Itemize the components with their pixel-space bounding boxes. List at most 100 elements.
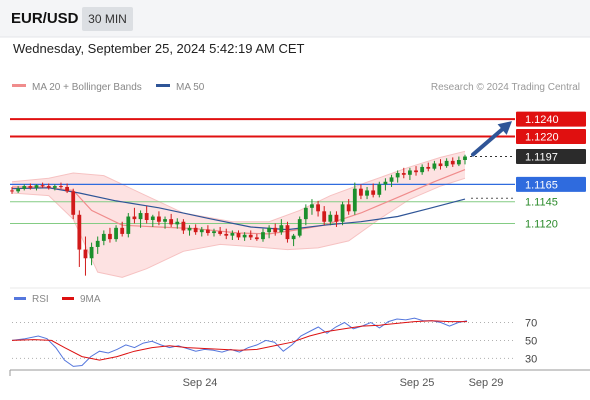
candle-body: [291, 235, 296, 240]
candle-body: [279, 225, 284, 233]
candle-body: [169, 219, 174, 225]
candle-body: [71, 191, 76, 215]
rsi-tick-label: 30: [525, 353, 537, 365]
candle-body: [150, 216, 155, 220]
candle-body: [248, 234, 253, 238]
candle-body: [163, 219, 167, 222]
candle-body: [395, 173, 400, 178]
level-price-box: [516, 129, 586, 145]
candle-body: [114, 227, 118, 240]
projection-arrow-shaft: [471, 124, 508, 157]
candle-body: [16, 188, 21, 192]
candle-body: [334, 214, 339, 222]
symbol-label: EUR/USD: [11, 10, 79, 27]
time-axis-label: Sep 25: [400, 377, 435, 389]
legend-swatch: [12, 84, 26, 87]
candle-body: [414, 170, 418, 173]
rsi-ma-line: [11, 320, 467, 361]
candle-body: [444, 160, 449, 167]
candle-body: [254, 237, 259, 240]
level-price-label: 1.1220: [525, 132, 559, 144]
candle-body: [438, 163, 443, 167]
candle-body: [126, 216, 131, 234]
candle-body: [218, 231, 223, 234]
candle-body: [10, 190, 14, 192]
legend-swatch: [156, 84, 170, 87]
candle-body: [261, 232, 265, 240]
candle-body: [34, 185, 39, 188]
legend-label: MA 20 + Bollinger Bands: [32, 82, 142, 93]
candle-body: [193, 227, 198, 233]
candle-body: [328, 214, 333, 222]
candle-body: [316, 204, 320, 212]
candle-body: [359, 188, 363, 196]
candle-body: [267, 227, 272, 233]
candle-body: [40, 185, 45, 187]
candle-body: [365, 190, 369, 196]
level-price-box: [516, 111, 586, 127]
timeframe-button[interactable]: 30 MIN: [82, 7, 133, 31]
top-bar: EUR/USD 30 MIN: [0, 0, 590, 37]
candle-body: [65, 186, 69, 192]
time-axis-label: Sep 29: [469, 377, 504, 389]
candle-body: [28, 186, 33, 188]
level-price-label: 1.1197: [525, 152, 558, 164]
candle-body: [101, 233, 106, 241]
projection-arrow-head: [497, 121, 512, 135]
candle-body: [340, 204, 345, 222]
candle-body: [408, 170, 412, 175]
bollinger-band: [12, 151, 465, 278]
candle-body: [420, 166, 425, 173]
candle-body: [236, 233, 241, 238]
level-price-box: [516, 149, 586, 165]
candle-body: [175, 221, 180, 225]
rsi-legend-label: RSI: [32, 294, 49, 305]
candle-body: [89, 246, 94, 259]
candle-body: [22, 186, 27, 189]
candle-body: [187, 227, 192, 231]
candle-body: [199, 229, 204, 233]
credit-label: Research © 2024 Trading Central: [431, 82, 580, 93]
candle-body: [205, 229, 210, 234]
bollinger-upper: [11, 150, 466, 223]
candle-body: [144, 213, 149, 220]
candle-body: [77, 214, 82, 250]
candle-body: [426, 166, 431, 169]
candle-body: [346, 204, 351, 212]
candle-body: [456, 160, 461, 165]
candle-body: [157, 216, 161, 222]
candle-body: [273, 227, 278, 233]
level-price-label: 1.1145: [525, 197, 558, 209]
candle-body: [285, 225, 290, 240]
candle-body: [120, 227, 125, 234]
candle-body: [83, 249, 88, 259]
candle-body: [450, 160, 455, 165]
candle-body: [432, 163, 437, 169]
rsi-tick-label: 50: [525, 335, 537, 347]
rsi-legend-swatch: [14, 297, 26, 300]
candle-body: [46, 186, 51, 188]
candle-body: [230, 233, 235, 236]
rsi-line: [11, 317, 468, 367]
candle-body: [297, 219, 302, 236]
legend-label: MA 50: [176, 82, 205, 93]
candle-body: [138, 213, 143, 220]
candle-body: [377, 184, 382, 195]
rsi-tick-label: 70: [525, 318, 537, 330]
candle-body: [224, 233, 229, 236]
candle-body: [181, 221, 186, 231]
datetime-label: Wednesday, September 25, 2024 5:42:19 AM…: [13, 41, 305, 56]
rsi-legend-label: 9MA: [80, 294, 101, 305]
candle-body: [322, 211, 327, 222]
candle-body: [242, 234, 247, 238]
level-price-label: 1.1165: [525, 179, 558, 191]
candle-body: [463, 156, 467, 160]
level-price-box: [516, 176, 586, 192]
candle-body: [95, 240, 100, 247]
candle-body: [401, 173, 406, 175]
candle-body: [310, 204, 314, 208]
time-axis-label: Sep 24: [183, 377, 218, 389]
candle-body: [383, 181, 388, 185]
candle-body: [212, 231, 216, 234]
